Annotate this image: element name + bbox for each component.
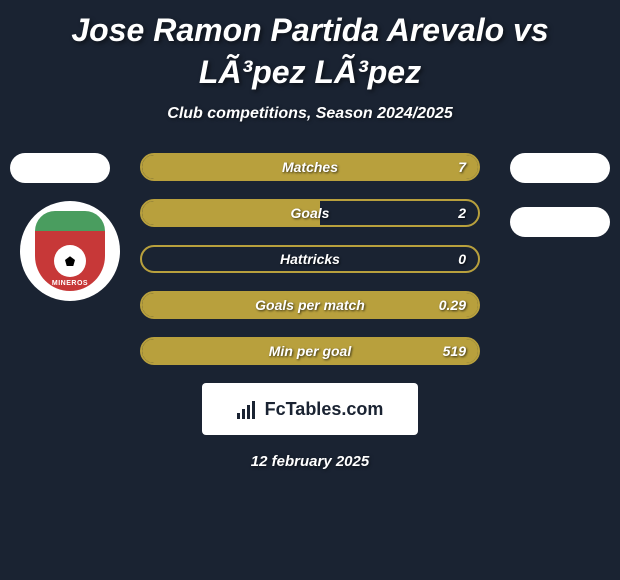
stat-value: 2 xyxy=(458,205,466,221)
soccer-ball-icon xyxy=(54,245,86,277)
stat-label: Goals per match xyxy=(255,297,365,313)
stat-value: 0 xyxy=(458,251,466,267)
brand-text: FcTables.com xyxy=(265,399,384,420)
subtitle: Club competitions, Season 2024/2025 xyxy=(0,105,620,123)
stat-row-matches: Matches 7 xyxy=(140,153,480,181)
stat-label: Min per goal xyxy=(269,343,351,359)
stat-label: Goals xyxy=(291,205,330,221)
club-logo: MINEROS xyxy=(20,201,120,301)
stat-row-goals: Goals 2 xyxy=(140,199,480,227)
content-area: MINEROS Matches 7 Goals 2 Hattricks 0 Go… xyxy=(0,153,620,470)
date-text: 12 february 2025 xyxy=(0,453,620,470)
page-title: Jose Ramon Partida Arevalo vs LÃ³pez LÃ³… xyxy=(0,0,620,93)
brand-logo: FcTables.com xyxy=(202,383,418,435)
player-left-badge xyxy=(10,153,110,183)
stat-label: Matches xyxy=(282,159,338,175)
club-name: MINEROS xyxy=(35,280,105,287)
stats-container: Matches 7 Goals 2 Hattricks 0 Goals per … xyxy=(140,153,480,365)
stat-value: 7 xyxy=(458,159,466,175)
shield-icon: MINEROS xyxy=(35,211,105,291)
chart-icon xyxy=(237,399,259,419)
stat-value: 0.29 xyxy=(439,297,466,313)
player-right-badge-1 xyxy=(510,153,610,183)
stat-row-gpm: Goals per match 0.29 xyxy=(140,291,480,319)
stat-row-mpg: Min per goal 519 xyxy=(140,337,480,365)
stat-label: Hattricks xyxy=(280,251,340,267)
stat-value: 519 xyxy=(443,343,466,359)
player-right-badge-2 xyxy=(510,207,610,237)
stat-row-hattricks: Hattricks 0 xyxy=(140,245,480,273)
